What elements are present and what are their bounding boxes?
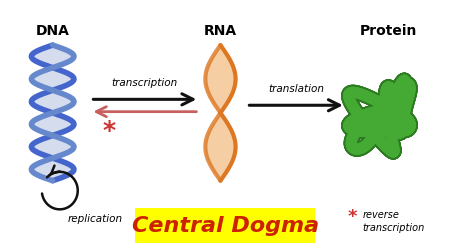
Text: replication: replication [68, 214, 123, 224]
Text: transcription: transcription [112, 78, 178, 89]
Text: Protein: Protein [360, 24, 417, 38]
Text: *: * [348, 208, 357, 226]
Text: RNA: RNA [204, 24, 237, 38]
Text: DNA: DNA [36, 24, 70, 38]
Text: translation: translation [268, 84, 324, 94]
Text: reverse
transcription: reverse transcription [362, 210, 425, 233]
FancyBboxPatch shape [136, 208, 315, 243]
Text: Central Dogma: Central Dogma [132, 216, 319, 236]
Text: *: * [103, 119, 116, 143]
